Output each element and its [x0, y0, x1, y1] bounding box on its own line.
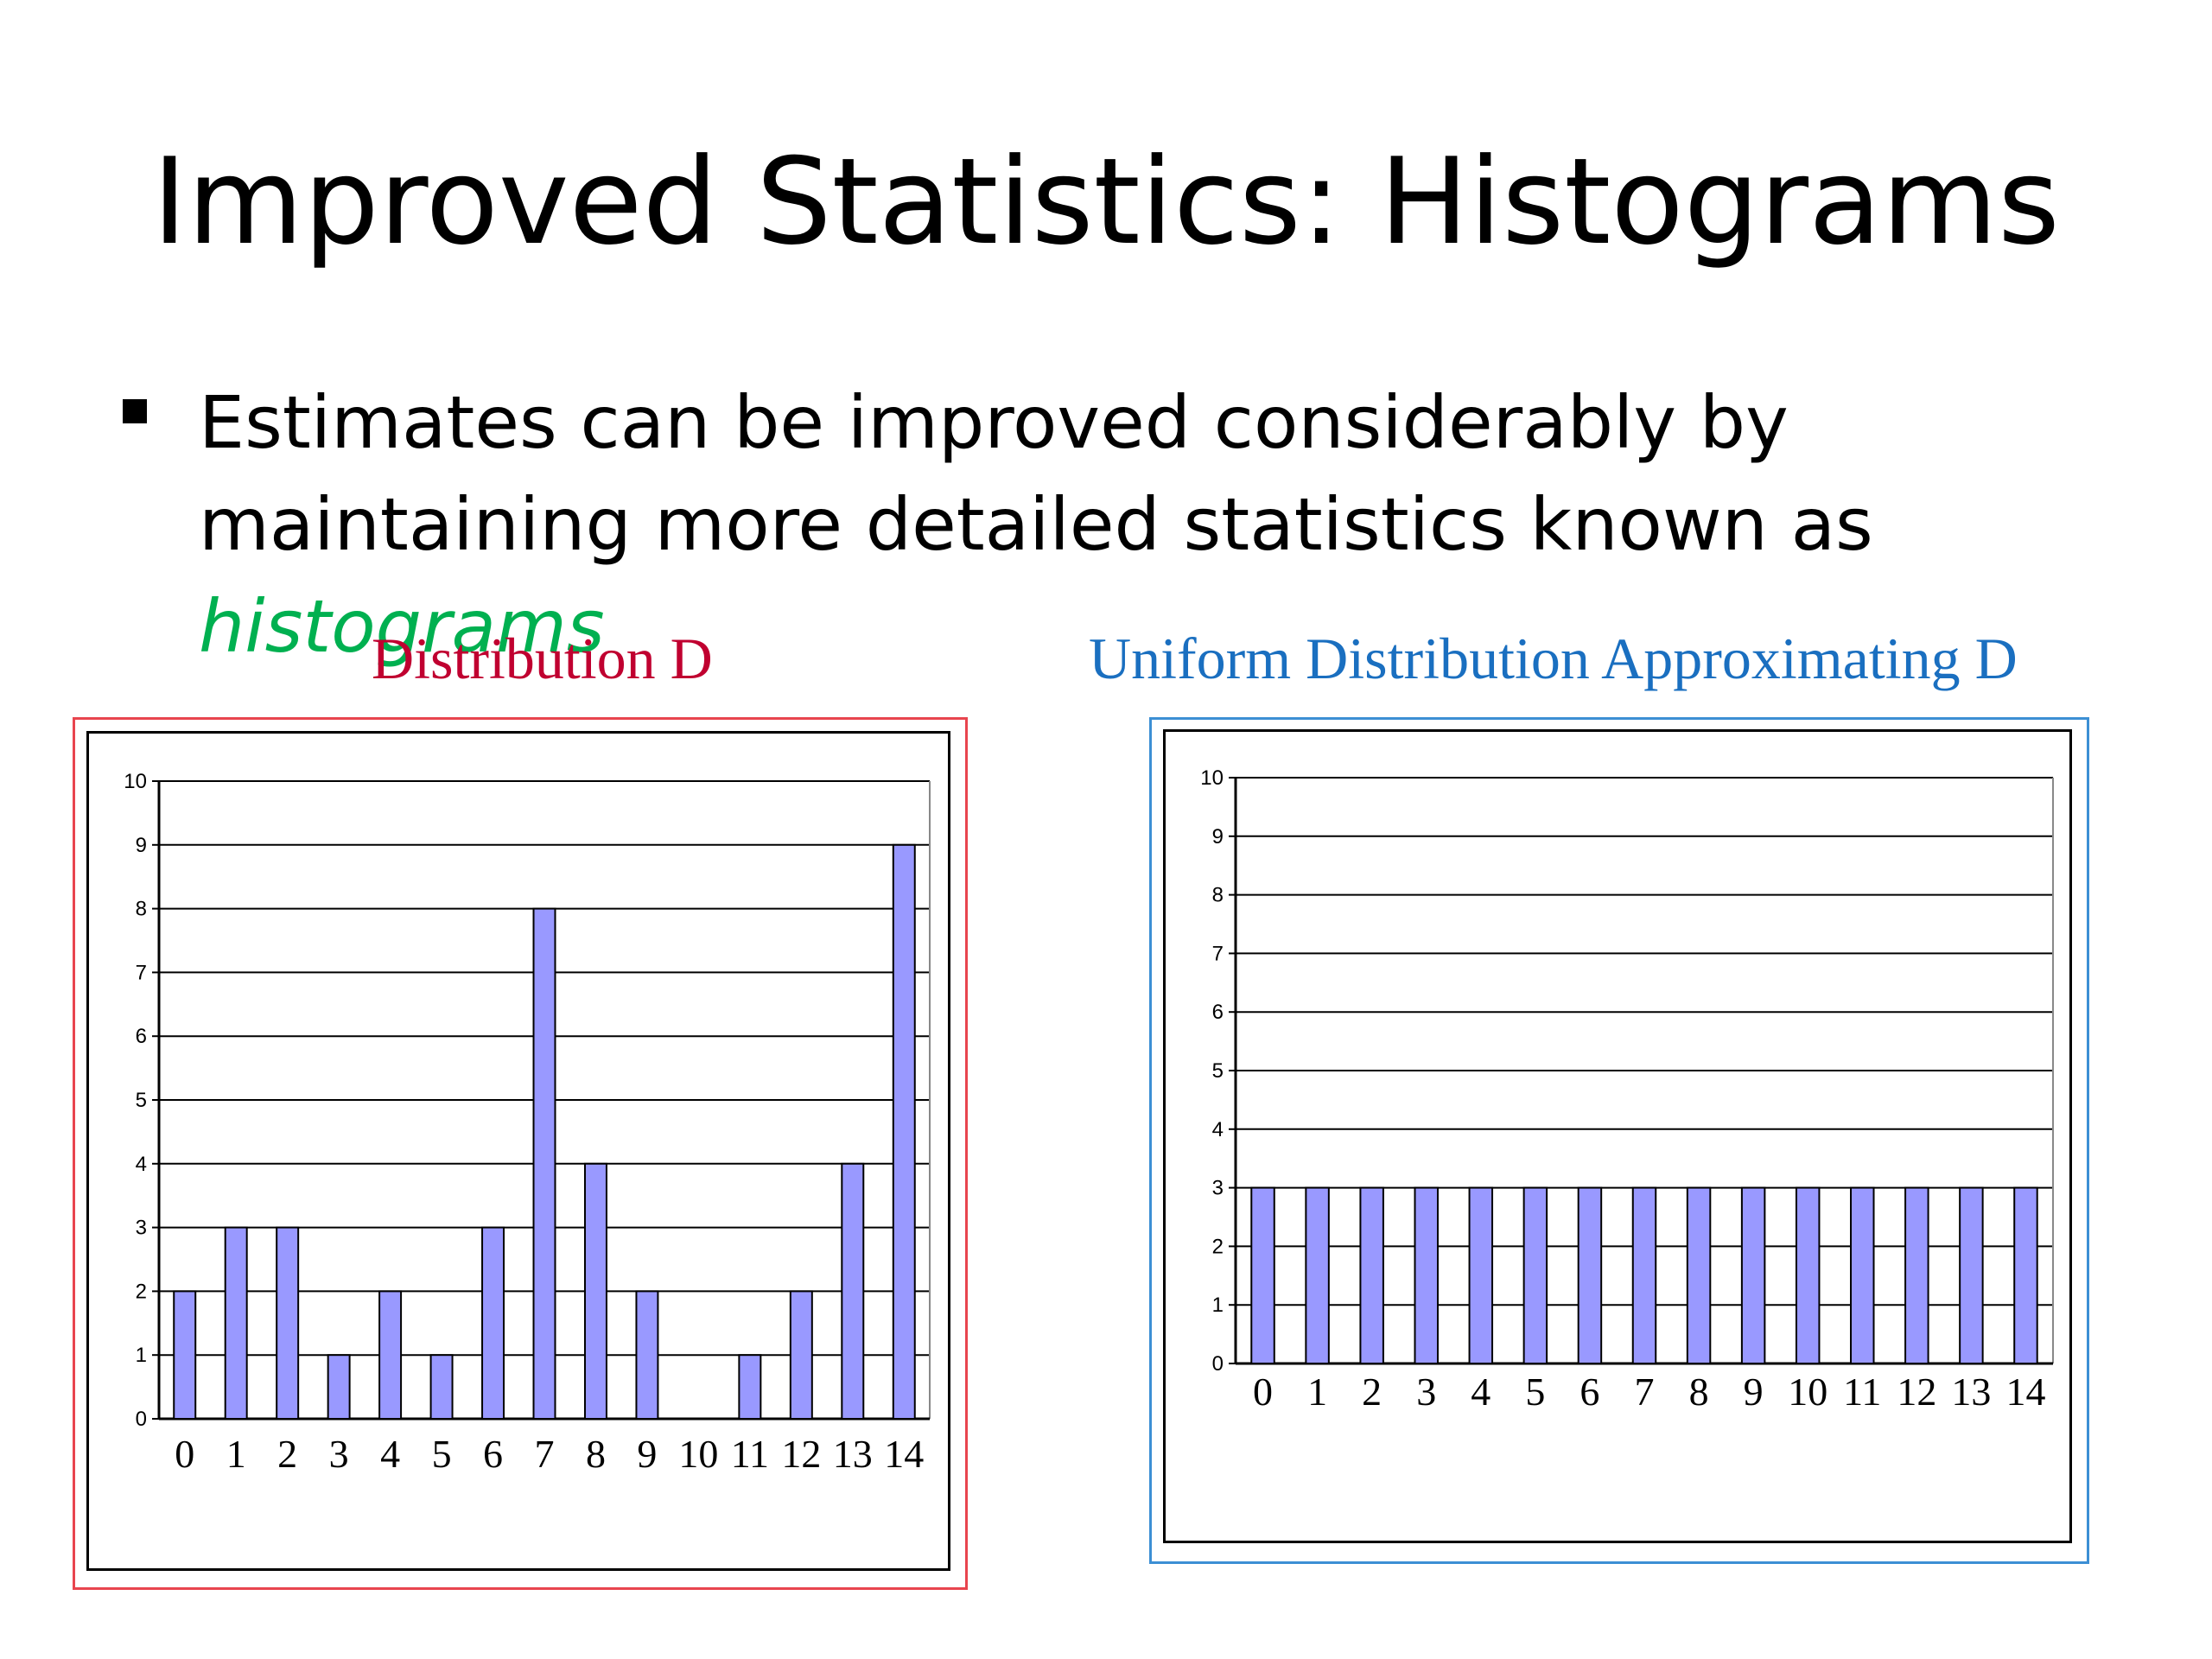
chart-frame-distribution	[73, 717, 968, 1590]
bullet-marker	[123, 399, 147, 423]
x-tick-label: 6	[483, 1432, 503, 1476]
y-tick-label: 6	[136, 1025, 147, 1048]
bar-0	[1250, 1186, 1275, 1364]
y-tick-label: 6	[1212, 1001, 1224, 1024]
bar-12	[1904, 1186, 1929, 1364]
y-tick-label: 2	[136, 1280, 147, 1303]
x-tick-label: 8	[586, 1432, 606, 1476]
bar-0	[173, 1290, 197, 1421]
x-tick-label: 1	[226, 1432, 246, 1476]
bar-4	[378, 1290, 403, 1421]
x-tick-label: 14	[884, 1432, 924, 1476]
bar-14	[892, 843, 916, 1421]
x-tick-label: 4	[1471, 1370, 1491, 1414]
y-tick-label: 7	[1212, 942, 1224, 965]
y-tick-label: 9	[136, 834, 147, 857]
x-tick-label: 3	[1416, 1370, 1436, 1414]
x-tick-label: 5	[432, 1432, 452, 1476]
bar-8	[583, 1162, 607, 1420]
x-tick-label: 1	[1307, 1370, 1327, 1414]
x-tick-label: 2	[277, 1432, 297, 1476]
bar-5	[1522, 1186, 1548, 1364]
y-tick-label: 4	[1212, 1118, 1224, 1141]
chart-border	[86, 731, 950, 1571]
x-tick-label: 0	[175, 1432, 194, 1476]
x-tick-label: 8	[1689, 1370, 1709, 1414]
bar-12	[789, 1290, 813, 1421]
y-tick-label: 1	[136, 1344, 147, 1367]
slide-title: Improved Statistics: Histograms	[152, 132, 2060, 271]
x-tick-label: 11	[1843, 1370, 1881, 1414]
bar-9	[635, 1290, 659, 1421]
bar-8	[1686, 1186, 1712, 1364]
bar-9	[1740, 1186, 1766, 1364]
x-tick-label: 11	[731, 1432, 769, 1476]
x-tick-label: 12	[781, 1432, 821, 1476]
y-tick-label: 0	[1212, 1352, 1224, 1376]
bar-3	[1414, 1186, 1439, 1364]
bullet-text: Estimates can be improved considerably b…	[199, 372, 2186, 677]
chart-frame-uniform	[1149, 717, 2089, 1564]
x-tick-label: 3	[329, 1432, 349, 1476]
bar-11	[1850, 1186, 1875, 1364]
y-tick-label: 0	[136, 1408, 147, 1431]
bar-1	[224, 1226, 248, 1420]
y-tick-label: 7	[136, 961, 147, 984]
x-tick-label: 6	[1580, 1370, 1599, 1414]
bar-6	[1577, 1186, 1603, 1364]
bar-11	[738, 1354, 762, 1421]
x-tick-label: 5	[1525, 1370, 1545, 1414]
y-tick-label: 10	[1200, 766, 1224, 790]
bar-13	[841, 1162, 865, 1420]
chart-border	[1163, 729, 2072, 1543]
x-tick-label: 13	[1951, 1370, 1991, 1414]
x-tick-label: 2	[1362, 1370, 1382, 1414]
bar-7	[1631, 1186, 1657, 1364]
y-tick-label: 5	[136, 1089, 147, 1112]
bar-3	[327, 1354, 351, 1421]
bar-14	[2013, 1186, 2038, 1364]
x-tick-label: 10	[1788, 1370, 1827, 1414]
chart-title-distribution: Distribution D	[372, 626, 713, 691]
y-tick-label: 5	[1212, 1059, 1224, 1083]
bullet-text-main: Estimates can be improved considerably b…	[199, 380, 1873, 567]
bar-2	[1359, 1186, 1384, 1364]
bar-7	[532, 907, 556, 1421]
y-tick-label: 4	[136, 1153, 147, 1176]
x-tick-label: 10	[678, 1432, 718, 1476]
bar-4	[1468, 1186, 1494, 1364]
bullet-emphasis: histograms	[199, 584, 605, 669]
y-tick-label: 8	[136, 898, 147, 921]
chart-title-uniform: Uniform Distribution Approximating D	[1089, 626, 2018, 691]
bar-10	[1795, 1186, 1821, 1364]
x-tick-label: 9	[1744, 1370, 1764, 1414]
x-tick-label: 7	[1635, 1370, 1655, 1414]
x-tick-label: 14	[2005, 1370, 2045, 1414]
x-tick-label: 7	[535, 1432, 555, 1476]
x-tick-label: 13	[833, 1432, 873, 1476]
bar-5	[429, 1354, 454, 1421]
x-tick-label: 4	[380, 1432, 400, 1476]
bar-2	[276, 1226, 300, 1420]
y-tick-label: 3	[136, 1217, 147, 1240]
bar-13	[1959, 1186, 1984, 1364]
bar-1	[1305, 1186, 1330, 1364]
y-tick-label: 1	[1212, 1294, 1224, 1317]
y-tick-label: 8	[1212, 884, 1224, 907]
bar-6	[481, 1226, 505, 1420]
y-tick-label: 3	[1212, 1177, 1224, 1200]
y-tick-label: 10	[124, 770, 147, 793]
x-tick-label: 12	[1897, 1370, 1936, 1414]
y-tick-label: 2	[1212, 1235, 1224, 1258]
y-tick-label: 9	[1212, 825, 1224, 849]
x-tick-label: 0	[1253, 1370, 1273, 1414]
x-tick-label: 9	[637, 1432, 657, 1476]
